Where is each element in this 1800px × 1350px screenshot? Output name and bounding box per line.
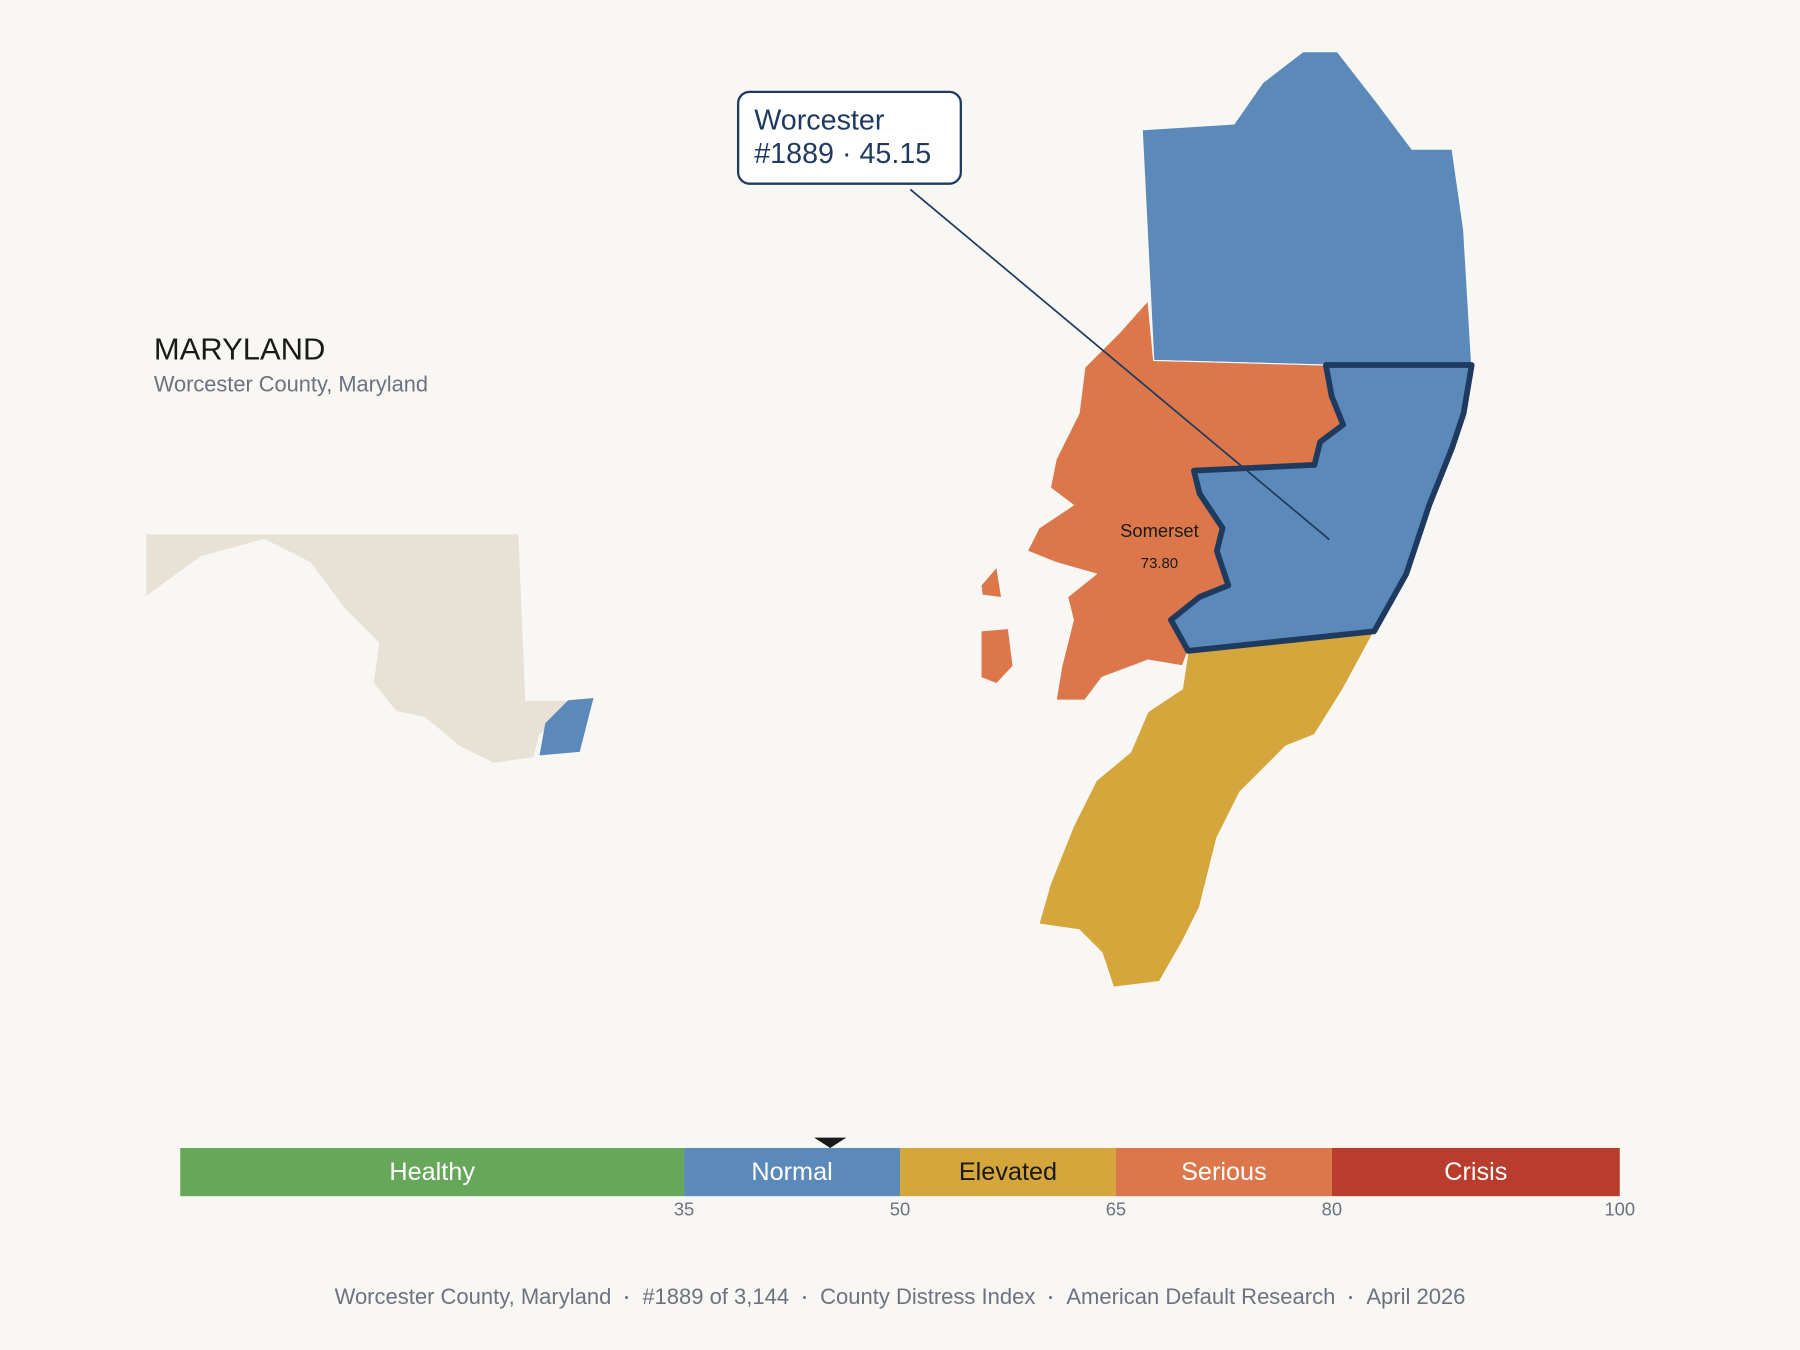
county-worcester bbox=[1168, 362, 1475, 654]
separator bbox=[625, 1295, 629, 1299]
legend-tick-label: 35 bbox=[674, 1199, 694, 1220]
footer-item: American Default Research bbox=[1066, 1284, 1336, 1309]
title: MARYLAND bbox=[154, 331, 326, 366]
separator bbox=[1349, 1295, 1353, 1299]
legend-tick-label: 100 bbox=[1604, 1199, 1635, 1220]
county bbox=[1141, 51, 1473, 366]
legend-band bbox=[1331, 1147, 1620, 1197]
callout-leader bbox=[909, 188, 1330, 541]
callout-box bbox=[736, 90, 962, 185]
inset-county bbox=[539, 697, 594, 756]
value-marker bbox=[814, 1137, 847, 1148]
subtitle: Worcester County, Maryland bbox=[154, 371, 428, 396]
legend-band bbox=[180, 1147, 685, 1197]
callout-name: Worcester bbox=[754, 105, 885, 137]
legend-label: Serious bbox=[1181, 1158, 1267, 1186]
county bbox=[1038, 630, 1376, 988]
legend-label: Crisis bbox=[1444, 1158, 1507, 1186]
county-value: 73.80 bbox=[1141, 555, 1178, 572]
county-label: Somerset bbox=[1120, 520, 1199, 541]
footer-item: Worcester County, Maryland bbox=[334, 1284, 612, 1309]
legend-tick-label: 50 bbox=[890, 1199, 910, 1220]
legend-tick-label: 65 bbox=[1106, 1199, 1126, 1220]
callout-detail: #1889 · 45.15 bbox=[754, 138, 931, 170]
legend-band bbox=[1115, 1147, 1332, 1197]
legend-band bbox=[900, 1147, 1116, 1197]
legend-label: Normal bbox=[751, 1158, 832, 1186]
footer-item: #1889 of 3,144 bbox=[642, 1284, 790, 1309]
legend-label: Healthy bbox=[389, 1158, 475, 1186]
footer-item: April 2026 bbox=[1366, 1284, 1466, 1309]
legend-label: Elevated bbox=[959, 1158, 1057, 1186]
legend-tick-label: 80 bbox=[1322, 1199, 1342, 1220]
legend-band bbox=[684, 1147, 900, 1197]
state-outline bbox=[145, 533, 569, 764]
separator bbox=[1049, 1295, 1053, 1299]
legend: Healthy Normal Elevated Serious Crisis 35 50 65… bbox=[180, 1137, 1635, 1220]
footer-item: County Distress Index bbox=[820, 1284, 1036, 1309]
footer: Worcester County, Maryland #1889 of 3,144… bbox=[0, 1284, 1800, 1310]
separator bbox=[803, 1295, 807, 1299]
island bbox=[981, 568, 1013, 684]
